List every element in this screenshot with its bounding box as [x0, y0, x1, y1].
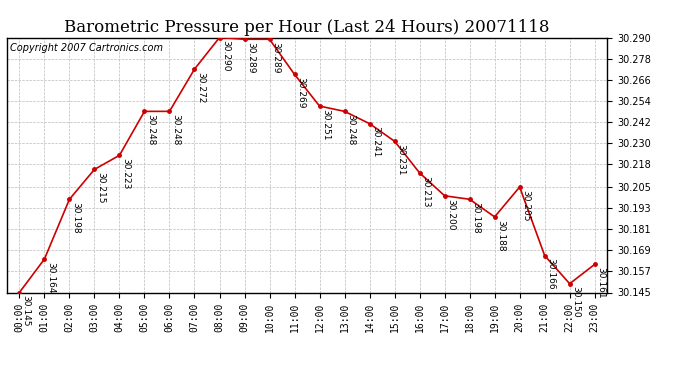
- Text: 30.248: 30.248: [171, 114, 180, 146]
- Text: 30.289: 30.289: [246, 42, 255, 74]
- Text: 30.290: 30.290: [221, 40, 230, 72]
- Text: 30.198: 30.198: [471, 202, 480, 234]
- Text: 30.161: 30.161: [596, 267, 605, 299]
- Text: 30.150: 30.150: [571, 286, 580, 318]
- Text: 30.269: 30.269: [296, 77, 305, 109]
- Text: 30.272: 30.272: [196, 72, 205, 103]
- Text: 30.289: 30.289: [271, 42, 280, 74]
- Text: 30.164: 30.164: [46, 262, 55, 293]
- Text: 30.231: 30.231: [396, 144, 405, 176]
- Text: 30.145: 30.145: [21, 295, 30, 327]
- Text: 30.223: 30.223: [121, 158, 130, 189]
- Text: Copyright 2007 Cartronics.com: Copyright 2007 Cartronics.com: [10, 43, 163, 52]
- Text: 30.200: 30.200: [446, 198, 455, 230]
- Text: 30.213: 30.213: [421, 176, 430, 207]
- Text: 30.188: 30.188: [496, 220, 505, 251]
- Text: 30.166: 30.166: [546, 258, 555, 290]
- Title: Barometric Pressure per Hour (Last 24 Hours) 20071118: Barometric Pressure per Hour (Last 24 Ho…: [64, 19, 550, 36]
- Text: 30.205: 30.205: [521, 190, 530, 221]
- Text: 30.248: 30.248: [146, 114, 155, 146]
- Text: 30.198: 30.198: [71, 202, 80, 234]
- Text: 30.241: 30.241: [371, 126, 380, 158]
- Text: 30.251: 30.251: [321, 109, 330, 140]
- Text: 30.248: 30.248: [346, 114, 355, 146]
- Text: 30.215: 30.215: [96, 172, 105, 204]
